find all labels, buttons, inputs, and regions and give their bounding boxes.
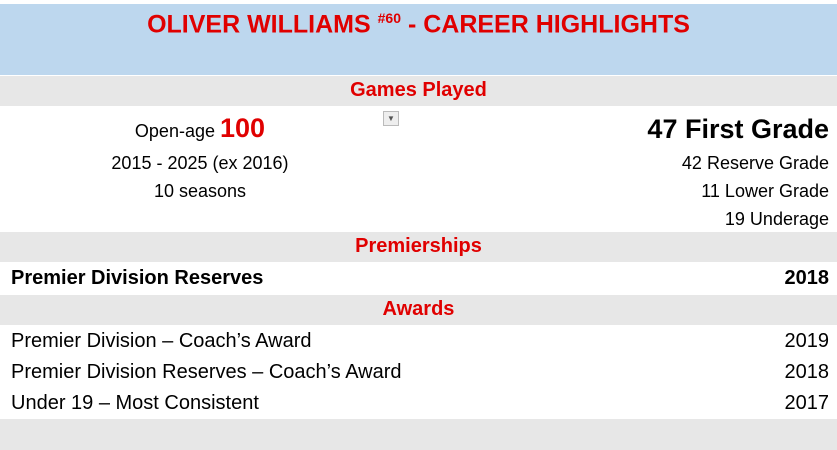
premierships-band [0,232,837,262]
award-year: 2018 [784,361,830,383]
lower-grade: 11 Lower Grade [701,181,829,201]
open-age-line: Open-age 100 [80,113,320,144]
premiership-name: Premier Division Reserves [11,267,264,289]
years: 2015 - 2025 (ex 2016) [111,153,289,173]
seasons: 10 seasons [153,181,247,201]
award-name: Premier Division – Coach’s Award [11,330,312,352]
underage: 19 Underage [724,209,829,229]
premiership-year: 2018 [784,267,830,289]
footer-band [0,419,837,450]
award-year: 2017 [784,392,830,414]
awards-band [0,295,837,325]
player-number: #60 [377,10,401,26]
open-age-label: Open-age [134,121,215,141]
awards-title: Awards [382,298,455,320]
games-band [0,76,837,106]
open-age-value: 100 [220,113,266,143]
page-title: OLIVER WILLIAMS #60 - CAREER HIGHLIGHTS [0,10,837,39]
award-name: Under 19 – Most Consistent [11,392,259,414]
dropdown-arrow-icon[interactable]: ▼ [383,111,399,126]
first-grade: 47 First Grade [647,114,829,144]
title-suffix: - CAREER HIGHLIGHTS [407,10,690,39]
player-name: OLIVER WILLIAMS [147,10,371,39]
award-name: Premier Division Reserves – Coach’s Awar… [11,361,402,383]
reserve-grade: 42 Reserve Grade [681,153,829,173]
games-title: Games Played [350,79,487,101]
header-band [0,4,837,75]
premierships-title: Premierships [355,235,482,257]
award-year: 2019 [784,330,830,352]
